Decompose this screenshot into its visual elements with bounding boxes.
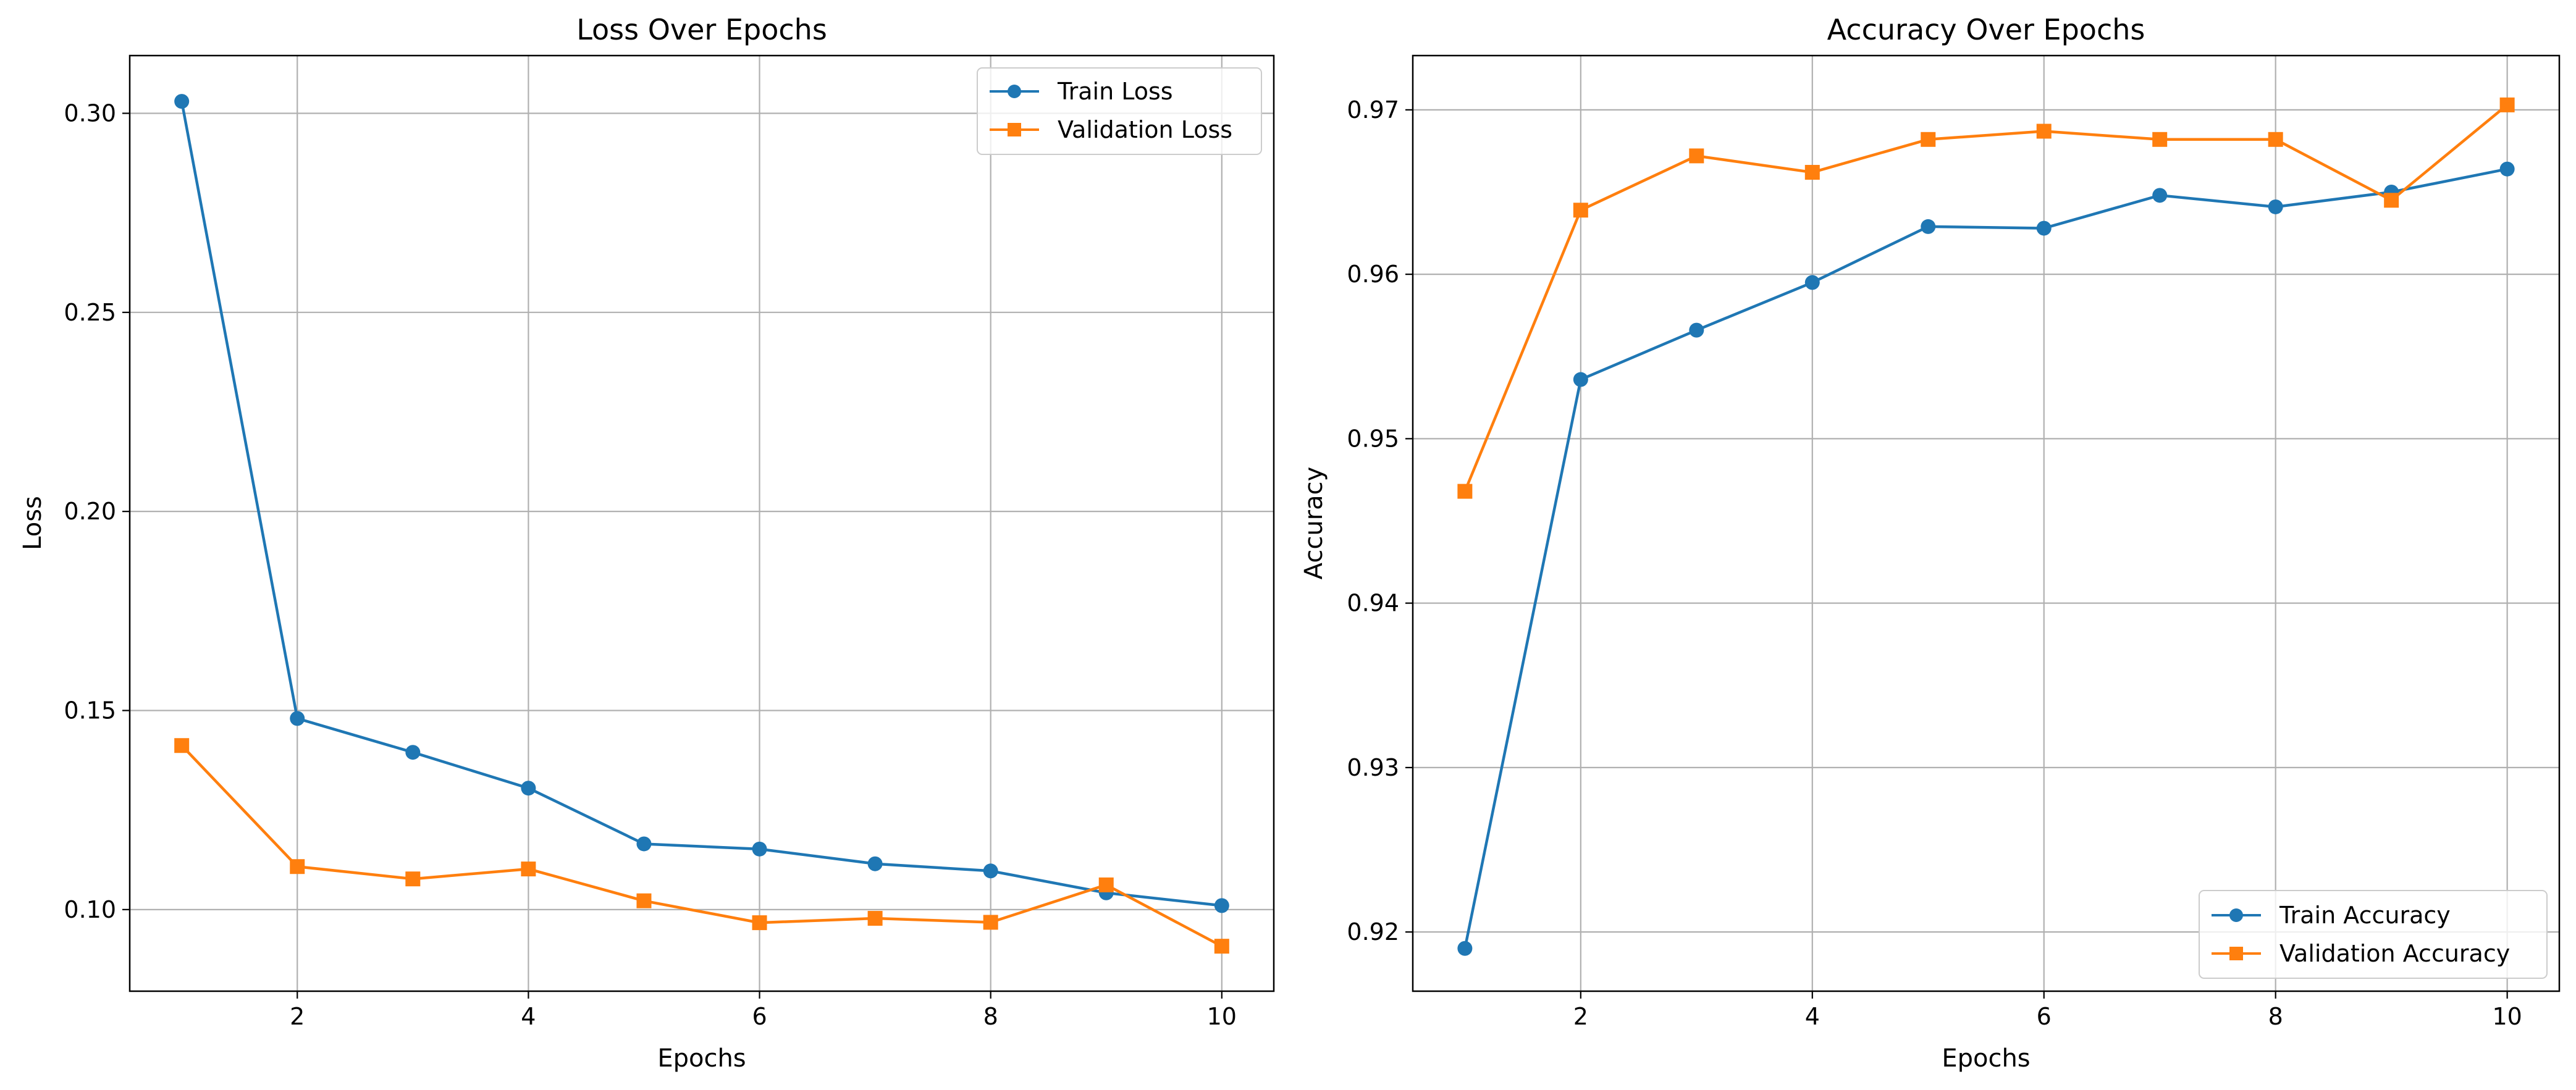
accuracy-validation-point (2384, 193, 2399, 208)
accuracy-y-tick-label: 0.95 (1347, 425, 1399, 452)
loss-series-layer (174, 94, 1229, 954)
accuracy-train-line (1463, 167, 2508, 949)
loss-train-point (521, 781, 536, 796)
loss-validation-point (521, 862, 536, 877)
accuracy-x-tick-label: 8 (2268, 1003, 2283, 1030)
accuracy-validation-point (1689, 148, 1704, 164)
accuracy-legend-train-label: Train Accuracy (2279, 902, 2451, 929)
accuracy-legend-validation-swatch-marker (2229, 947, 2243, 960)
accuracy-train-point (2268, 199, 2283, 214)
loss-validation-line (180, 744, 1223, 948)
accuracy-validation-point (2152, 132, 2168, 147)
accuracy-y-tick-label: 0.97 (1347, 96, 1399, 124)
accuracy-x-tick-label: 2 (1573, 1003, 1588, 1030)
accuracy-x-tick-label: 4 (1805, 1003, 1820, 1030)
accuracy-chart: Accuracy Over Epochs 2 4 6 8 10 0.92 0.93 0.94 0… (1300, 13, 2561, 1073)
accuracy-y-tick-label: 0.92 (1347, 918, 1399, 945)
loss-legend-train-swatch-marker (1008, 85, 1021, 98)
loss-legend-validation-label: Validation Loss (1058, 116, 1232, 143)
accuracy-validation-point (2268, 132, 2283, 147)
accuracy-validation-point (1573, 203, 1588, 218)
accuracy-train-point (2152, 188, 2168, 203)
loss-train-point (290, 711, 305, 726)
loss-train-point (983, 863, 998, 879)
loss-x-axis-label: Epochs (657, 1044, 746, 1073)
accuracy-legend-box (2199, 890, 2548, 979)
accuracy-legend-validation-label: Validation Accuracy (2279, 940, 2510, 967)
accuracy-validation-line (1463, 104, 2509, 492)
loss-legend-train-label: Train Loss (1057, 78, 1173, 105)
loss-train-line (180, 101, 1223, 907)
loss-y-tick-label: 0.15 (64, 697, 116, 724)
accuracy-train-point (1804, 275, 1820, 290)
loss-validation-point (983, 915, 998, 930)
accuracy-grid (1413, 56, 2559, 991)
loss-x-tick-label: 2 (290, 1003, 305, 1030)
accuracy-plot-frame (1412, 54, 2561, 992)
accuracy-legend: Train Accuracy Validation Accuracy (2199, 890, 2548, 979)
accuracy-y-axis-label: Accuracy (1300, 467, 1328, 580)
accuracy-legend-train-swatch-marker (2229, 908, 2243, 922)
loss-ticks: 2 4 6 8 10 0.10 0.15 0.20 0.25 0.30 (64, 99, 1237, 1030)
accuracy-train-point (2499, 161, 2515, 177)
accuracy-x-axis-label: Epochs (1942, 1044, 2030, 1073)
loss-x-tick-label: 8 (983, 1003, 998, 1030)
loss-validation-point (867, 911, 883, 926)
loss-train-point (405, 745, 421, 760)
accuracy-ticks: 2 4 6 8 10 0.92 0.93 0.94 0.95 0.96 0.97 (1347, 96, 2522, 1030)
accuracy-x-tick-label: 10 (2492, 1003, 2522, 1030)
loss-train-point (752, 841, 767, 857)
loss-x-tick-label: 6 (752, 1003, 767, 1030)
loss-validation-point (1098, 877, 1114, 892)
loss-plot-frame (128, 54, 1275, 992)
accuracy-series-layer (1457, 97, 2515, 956)
loss-train-point (636, 836, 652, 852)
loss-validation-point (405, 871, 421, 887)
accuracy-validation-point (2499, 97, 2515, 112)
accuracy-train-point (1921, 219, 1936, 234)
loss-train-point (1214, 898, 1229, 913)
loss-validation-point (636, 893, 652, 908)
loss-validation-point (1214, 939, 1229, 954)
loss-chart-title: Loss Over Epochs (576, 13, 827, 46)
loss-train-point (867, 856, 883, 871)
accuracy-train-point (1573, 372, 1588, 387)
loss-legend: Train Loss Validation Loss (977, 67, 1262, 155)
loss-y-tick-label: 0.20 (64, 498, 116, 525)
accuracy-y-tick-label: 0.94 (1347, 590, 1399, 617)
loss-x-tick-label: 4 (521, 1003, 536, 1030)
accuracy-x-tick-label: 6 (2037, 1003, 2052, 1030)
accuracy-train-point (2036, 220, 2052, 236)
loss-train-point (174, 94, 190, 109)
loss-legend-box (977, 67, 1262, 155)
loss-chart: Loss Over Epochs 2 4 6 8 10 0.10 0.15 0.20 0.25 0… (19, 13, 1275, 1073)
loss-y-tick-label: 0.30 (64, 99, 116, 127)
loss-legend-validation-swatch-marker (1008, 123, 1021, 136)
loss-y-tick-label: 0.25 (64, 299, 116, 326)
loss-validation-point (174, 738, 190, 753)
accuracy-y-tick-label: 0.93 (1347, 754, 1399, 781)
accuracy-validation-point (1804, 165, 1820, 180)
loss-y-axis-label: Loss (19, 496, 47, 550)
accuracy-y-tick-label: 0.96 (1347, 261, 1399, 288)
accuracy-validation-point (1921, 132, 1936, 147)
loss-y-tick-label: 0.10 (64, 896, 116, 923)
loss-validation-point (290, 859, 305, 874)
accuracy-validation-point (2036, 124, 2052, 139)
loss-x-tick-label: 10 (1207, 1003, 1237, 1030)
accuracy-validation-point (1457, 484, 1473, 499)
accuracy-train-point (1457, 941, 1473, 956)
accuracy-chart-title: Accuracy Over Epochs (1827, 13, 2145, 46)
loss-validation-point (752, 915, 767, 931)
accuracy-train-point (1689, 322, 1704, 338)
